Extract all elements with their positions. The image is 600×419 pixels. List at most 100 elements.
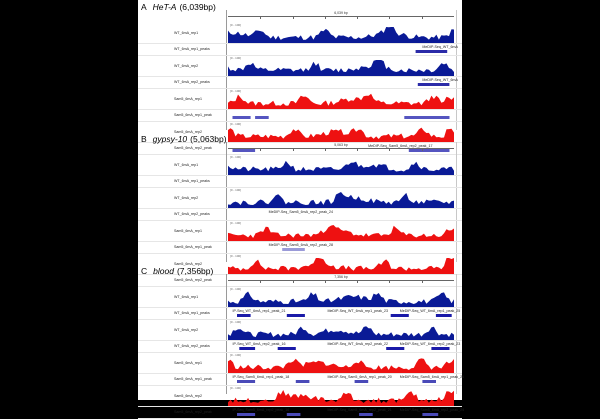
track-range: [0 - 100]	[230, 254, 242, 258]
peak-label: MeDIP-Seq_WT_6mA	[422, 45, 458, 49]
signal-track[interactable]: WT_6mA_rep1 [0 - 100]	[138, 287, 462, 307]
panel-letter: C	[141, 266, 148, 276]
ruler-tick	[389, 148, 391, 151]
track-left-border	[226, 274, 227, 394]
track-separator	[138, 352, 462, 353]
track-separator	[138, 154, 462, 155]
signal-track[interactable]: Sam5_6mA_rep1 [0 - 100]	[138, 89, 462, 109]
peak-track[interactable]: WT_6mA_rep1_peaks MeDIP-Seq_WT_6mA	[138, 45, 462, 55]
ruler-tick	[324, 16, 326, 19]
track-name: WT_6mA_rep2_peaks	[174, 80, 210, 84]
peak-bar[interactable]	[431, 347, 450, 350]
peak-bar[interactable]	[286, 413, 301, 416]
track-name: WT_6mA_rep2	[174, 64, 199, 68]
peak-bar[interactable]	[417, 83, 450, 86]
track-name: WT_6mA_rep2	[174, 196, 199, 200]
track-name: WT_6mA_rep1_peaks	[174, 179, 210, 183]
ruler-tick	[260, 148, 262, 151]
signal-track[interactable]: Sam5_6mA_rep1 [0 - 100]	[138, 221, 462, 241]
peak-bar[interactable]	[237, 413, 256, 416]
peak-label: MeDIP-Seq_WT_6mA_rep2_peak_22	[327, 342, 388, 346]
peak-label: MeDIP-Seq_Sam5_6mA_rep1_peak_20	[327, 375, 392, 379]
signal-track[interactable]: WT_6mA_rep1 [0 - 100]	[138, 23, 462, 43]
peak-bar[interactable]	[422, 380, 436, 383]
coverage-plot	[228, 387, 454, 406]
peak-bar[interactable]	[286, 314, 305, 317]
peak-bar[interactable]	[277, 347, 296, 350]
peak-label: IP-Seq_Sam5_6mA_rep1_peak_18	[232, 375, 290, 379]
peak-track[interactable]: Sam5_6mA_rep2_peak MeDIP-Seq_Sam5_6mA_rep…	[138, 144, 462, 154]
track-separator	[138, 109, 462, 110]
track-right-border	[456, 142, 457, 262]
peak-track[interactable]: WT_6mA_rep1_peaks	[138, 177, 462, 187]
signal-track[interactable]: Sam5_6mA_rep1 [0 - 100]	[138, 353, 462, 373]
peak-label: IP-Seq_WT_6mA_rep1_peak_21	[232, 309, 286, 313]
peak-bar[interactable]	[255, 116, 269, 119]
peak-bar[interactable]	[237, 380, 256, 383]
signal-track[interactable]: Sam5_6mA_rep2 [0 - 100]	[138, 254, 462, 274]
peak-bar[interactable]	[239, 347, 256, 350]
peak-label: MeDIP-Seq_Sam5_6mA_rep1_peak_26	[399, 375, 465, 379]
panel-title: gypsy-10	[152, 134, 188, 144]
peak-bar[interactable]	[404, 116, 450, 119]
peak-label: MeDIP-Seq_Sam5_6mA_rep2_peak_28	[268, 243, 333, 247]
signal-track[interactable]: Sam5_6mA_rep2 [0 - 100]	[138, 122, 462, 142]
peak-bar[interactable]	[386, 347, 405, 350]
peak-bar[interactable]	[237, 314, 251, 317]
peak-track[interactable]: Sam5_6mA_rep2_peak	[138, 276, 462, 286]
signal-track[interactable]: WT_6mA_rep2 [0 - 100]	[138, 56, 462, 76]
signal-track[interactable]: WT_6mA_rep2 [0 - 100]	[138, 188, 462, 208]
track-range: [0 - 100]	[230, 23, 242, 27]
peak-bar[interactable]	[295, 380, 310, 383]
peak-bar[interactable]	[232, 149, 256, 152]
track-name: WT_6mA_rep1	[174, 295, 199, 299]
signal-track[interactable]: Sam5_6mA_rep2 [0 - 100]	[138, 386, 462, 406]
track-name: WT_6mA_rep2_peaks	[174, 212, 210, 216]
peak-bars	[228, 78, 454, 88]
peak-bar[interactable]	[359, 413, 373, 416]
track-separator	[138, 142, 462, 143]
signal-track[interactable]: WT_6mA_rep1 [0 - 100]	[138, 155, 462, 175]
peak-track[interactable]: WT_6mA_rep2_peaks IP-Seq_WT_6mA_rep2_peak…	[138, 342, 462, 352]
peak-bar[interactable]	[415, 50, 448, 53]
track-name: Sam5_6mA_rep1	[174, 229, 202, 233]
peak-track[interactable]: Sam5_6mA_rep1_peak IP-Seq_Sam5_6mA_rep1_p…	[138, 375, 465, 385]
peak-bar[interactable]	[435, 314, 452, 317]
ruler: 5,063 bp	[228, 143, 454, 153]
panel-length: (6,039bp)	[179, 2, 216, 12]
peak-bar[interactable]	[422, 413, 439, 416]
panel-letter: B	[141, 134, 147, 144]
track-range: [0 - 100]	[230, 56, 242, 60]
track-range: [0 - 100]	[230, 386, 242, 390]
peak-track[interactable]: WT_6mA_rep2_peaks MeDIP-Seq_WT_6mA	[138, 78, 462, 88]
peak-label: IP-Seq_WT_6mA_rep2_peak_16	[232, 342, 286, 346]
ruler-scale: 7,356 bp	[334, 275, 348, 279]
peak-bar[interactable]	[232, 116, 251, 119]
signal-track[interactable]: WT_6mA_rep2 [0 - 100]	[138, 320, 462, 340]
track-left-border	[226, 10, 227, 130]
peak-bars	[228, 408, 454, 418]
peak-bar[interactable]	[408, 149, 450, 152]
peak-track[interactable]: WT_6mA_rep2_peaks MeDIP-Seq_Sam5_6mA_rep2…	[138, 210, 462, 220]
track-name: WT_6mA_rep1	[174, 31, 199, 35]
ruler-tick	[357, 148, 359, 151]
coverage-area	[228, 291, 454, 307]
coverage-plot	[228, 57, 454, 76]
peak-bar[interactable]	[354, 380, 369, 383]
track-separator	[138, 319, 462, 320]
coverage-area	[228, 93, 454, 109]
peak-label: MeDIP-Seq_Sam5_6mA_rep2_peak_17	[368, 144, 433, 148]
panel-length: (7,356bp)	[176, 266, 214, 276]
coverage-plot	[228, 90, 454, 109]
peak-bar[interactable]	[390, 314, 409, 317]
peak-bars	[228, 144, 454, 154]
peak-track[interactable]: Sam5_6mA_rep1_peak MeDIP-Seq_Sam5_6mA_rep…	[138, 243, 462, 253]
track-left-border	[226, 142, 227, 262]
ruler-scale: 5,063 bp	[334, 143, 348, 147]
track-name: Sam5_6mA_rep1_peak	[174, 377, 212, 381]
peak-track[interactable]: WT_6mA_rep1_peaks IP-Seq_WT_6mA_rep1_peak…	[138, 309, 462, 319]
peak-track[interactable]: Sam5_6mA_rep2_peak IP-Seq_Sam5_6mA_rep2_p…	[138, 408, 464, 418]
peak-bar[interactable]	[282, 248, 305, 251]
peak-track[interactable]: Sam5_6mA_rep1_peak	[138, 111, 462, 121]
